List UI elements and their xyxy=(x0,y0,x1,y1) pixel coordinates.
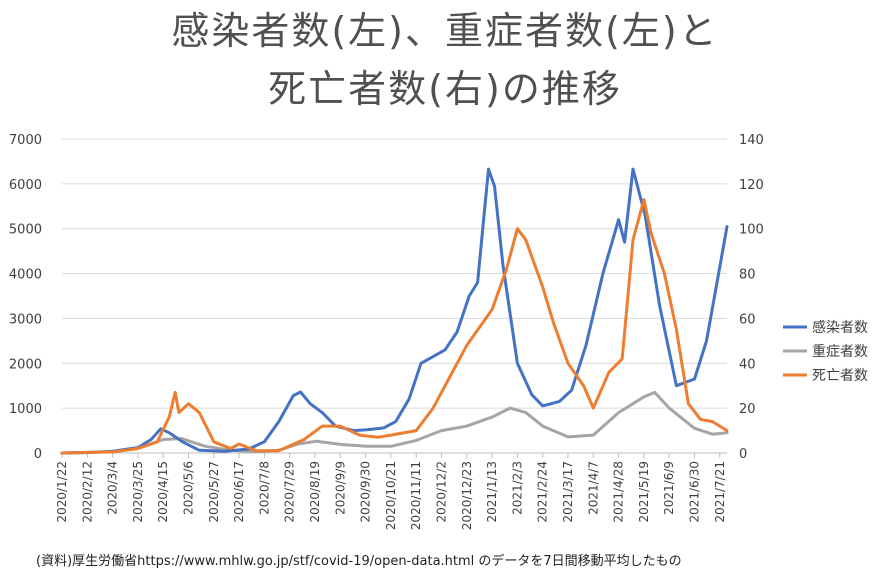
y-right-tick-label: 100 xyxy=(739,223,764,238)
x-tick-label: 2021/4/28 xyxy=(612,461,626,523)
x-tick-label: 2021/6/9 xyxy=(662,461,676,515)
x-tick-label: 2020/12/23 xyxy=(460,461,474,530)
y-left-tick-label: 1000 xyxy=(9,402,42,417)
x-tick-label: 2020/2/12 xyxy=(80,461,94,523)
x-tick-label: 2020/7/8 xyxy=(257,461,271,515)
series-line-cases xyxy=(60,167,729,455)
y-right-tick-label: 60 xyxy=(739,312,756,327)
series-line-severe xyxy=(60,390,729,455)
chart-title-line-1: 感染者数(左)、重症者数(左)と xyxy=(171,9,719,53)
x-tick-label: 2021/1/13 xyxy=(485,461,499,523)
x-tick-label: 2020/12/2 xyxy=(434,461,448,523)
legend-label: 重症者数 xyxy=(812,344,868,360)
x-tick-label: 2021/5/19 xyxy=(637,461,651,523)
series-line-deaths xyxy=(60,198,729,455)
x-tick-label: 2020/11/11 xyxy=(409,461,423,530)
x-tick-label: 2021/3/17 xyxy=(561,461,575,523)
legend-label: 感染者数 xyxy=(812,319,868,336)
x-tick-label: 2020/9/30 xyxy=(359,461,373,523)
y-left-tick-label: 2000 xyxy=(9,357,42,372)
x-tick-label: 2020/1/22 xyxy=(55,461,69,523)
x-tick-label: 2020/10/21 xyxy=(384,461,398,530)
series-lines xyxy=(60,167,729,455)
x-tick-label: 2020/5/27 xyxy=(207,461,221,523)
x-tick-label: 2021/7/21 xyxy=(713,461,727,523)
y-left-tick-label: 0 xyxy=(34,447,42,462)
y-left-tick-label: 6000 xyxy=(9,178,42,193)
x-tick-label: 2020/3/25 xyxy=(131,461,145,523)
x-tick-label: 2020/9/9 xyxy=(333,461,347,515)
x-tick-label: 2020/4/15 xyxy=(156,461,170,523)
source-note: (資料)厚生労働省https://www.mhlw.go.jp/stf/covi… xyxy=(36,554,682,569)
y-left-tick-label: 7000 xyxy=(9,133,42,148)
y-right-tick-label: 80 xyxy=(739,268,756,283)
y-left-tick-label: 3000 xyxy=(9,312,42,327)
x-tick-label: 2021/4/7 xyxy=(586,461,600,515)
y-right-tick-label: 20 xyxy=(739,402,756,417)
y-axis-left: 0 1000 2000 3000 4000 5000 6000 7000 xyxy=(9,133,42,462)
x-tick-label: 2020/3/4 xyxy=(106,461,120,515)
y-axis-right: 0 20 40 60 80 100 120 140 xyxy=(739,133,764,462)
x-tick-label: 2020/6/17 xyxy=(232,461,246,523)
y-left-tick-label: 4000 xyxy=(9,268,42,283)
x-tick-label: 2021/2/24 xyxy=(536,461,550,523)
x-tick-label: 2020/7/29 xyxy=(283,461,297,523)
y-right-tick-label: 0 xyxy=(739,447,747,462)
chart-title-line-2: 死亡者数(右)の推移 xyxy=(268,67,622,111)
x-tick-label: 2021/6/30 xyxy=(687,461,701,523)
x-tick-label: 2020/5/6 xyxy=(181,461,195,515)
gridlines xyxy=(62,138,727,454)
y-left-tick-label: 5000 xyxy=(9,223,42,238)
x-tick-label: 2020/8/19 xyxy=(308,461,322,523)
x-tick-label: 2021/2/3 xyxy=(510,461,524,515)
legend-label: 死亡者数 xyxy=(812,368,868,384)
y-right-tick-label: 140 xyxy=(739,133,764,148)
y-right-tick-label: 120 xyxy=(739,178,764,193)
y-right-tick-label: 40 xyxy=(739,357,756,372)
x-axis: 2020/1/22 2020/2/12 2020/3/4 2020/3/25 2020/… xyxy=(55,453,727,530)
